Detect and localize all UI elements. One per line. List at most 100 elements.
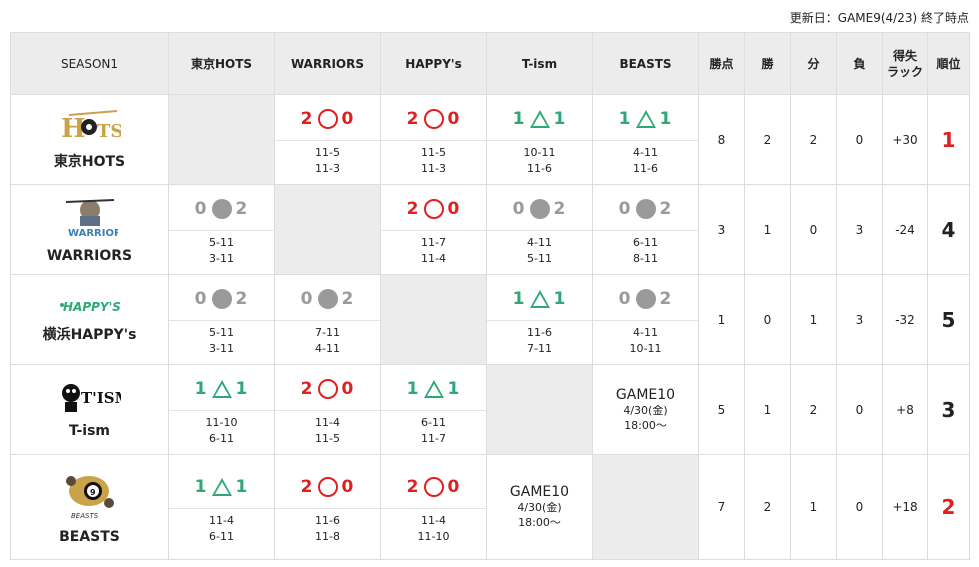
match-result-cell: 1 1 10-11 11-6 (486, 94, 593, 185)
col-header-warriors: WARRIORS (274, 32, 381, 95)
rank-header: 順位 (927, 32, 970, 95)
match-result-cell: 0 2 6-11 8-11 (592, 184, 699, 275)
set-score: 11-5 (315, 146, 340, 159)
loss-dot-icon (211, 289, 232, 309)
set-score: 11-4 (421, 252, 446, 265)
set-score: 11-8 (315, 529, 340, 543)
sets-won: 2 (406, 109, 420, 129)
win-circle-icon (423, 199, 444, 219)
sets-won: 1 (406, 379, 420, 399)
beasts-logo-icon: 9 BEASTS (11, 469, 168, 525)
wins-value: 1 (744, 184, 791, 275)
set-scores: 11-5 11-3 (381, 141, 486, 181)
sets-lost: 1 (553, 289, 567, 309)
match-result-cell: 0 2 7-11 4-11 (274, 274, 381, 365)
sets-won: 2 (300, 379, 314, 399)
team-row: T'ISMT-ism1111-106-112011-411-5116-1111-… (10, 364, 970, 455)
match-result-cell: 2 0 11-4 11-5 (274, 364, 381, 455)
set-scores: 11-4 11-5 (275, 411, 380, 451)
draw-triangle-icon (635, 110, 656, 128)
set-score: 5-11 (209, 326, 234, 339)
losses-value: 0 (836, 454, 883, 560)
win-circle-icon (423, 109, 444, 129)
svg-text:TS: TS (97, 121, 121, 142)
sets-won: 1 (618, 109, 632, 129)
sets-lost: 1 (659, 109, 673, 129)
team-row: HAPPY'S 横浜HAPPY's 0 2 5-11 3-11 0 2 7-11 4-11 1 1 11… (10, 274, 970, 365)
points-value: 3 (698, 184, 745, 275)
set-score: 6-11 (421, 416, 446, 429)
set-scores: 4-11 11-6 (593, 141, 698, 181)
set-score: 3-11 (209, 252, 234, 265)
sets-lost: 2 (235, 289, 249, 309)
svg-text:WARRIORS: WARRIORS (68, 228, 118, 239)
rank-value: 2 (927, 454, 970, 560)
set-scores: 11-4 6-11 (169, 509, 274, 549)
wins-header: 勝 (744, 32, 791, 95)
losses-header: 負 (836, 32, 883, 95)
match-result-cell: 1 1 11-10 6-11 (168, 364, 275, 455)
set-score: 7-11 (315, 326, 340, 339)
losses-value: 3 (836, 274, 883, 365)
match-result-cell: 2 0 11-5 11-3 (274, 94, 381, 185)
upcoming-game: GAME10 (509, 484, 570, 500)
self-match-cell (168, 94, 275, 185)
draws-value: 0 (790, 184, 837, 275)
set-score: 11-6 (315, 513, 340, 527)
set-score: 7-11 (527, 342, 552, 355)
set-score: 11-7 (421, 432, 446, 445)
team-name: WARRIORS (46, 247, 133, 264)
points-value: 5 (698, 364, 745, 455)
set-score: 11-4 (315, 416, 340, 429)
set-score: 4-11 (633, 326, 658, 339)
draws-value: 1 (790, 454, 837, 560)
set-score: 4-11 (633, 146, 658, 159)
sets-won: 1 (512, 289, 526, 309)
draw-triangle-icon (211, 380, 232, 398)
draws-header: 分 (790, 32, 837, 95)
updated-label: 更新日：GAME9(4/23) 終了時点 (789, 11, 969, 25)
losses-value: 0 (836, 94, 883, 185)
upcoming-game: GAME10 (615, 386, 676, 403)
col-header-happys: HAPPY's (380, 32, 487, 95)
draws-value: 2 (790, 94, 837, 185)
sets-lost: 0 (341, 109, 355, 129)
set-score: 4-11 (527, 236, 552, 249)
sets-lost: 2 (341, 289, 355, 309)
upcoming-time: 18:00〜 (624, 418, 667, 432)
sets-won: 0 (194, 289, 208, 309)
sets-lost: 0 (447, 109, 461, 129)
match-result-cell: 1 1 6-11 11-7 (380, 364, 487, 455)
set-scores: 10-11 11-6 (487, 141, 592, 181)
sets-won: 1 (194, 476, 208, 497)
upcoming-date: 4/30(金) (623, 403, 668, 417)
sets-lost: 0 (341, 379, 355, 399)
set-scores: 7-11 4-11 (275, 321, 380, 361)
hots-logo-icon: H TS (11, 109, 168, 147)
sets-won: 0 (512, 199, 526, 219)
sets-won: 2 (406, 199, 420, 219)
upcoming-time: 18:00〜 (518, 516, 561, 529)
svg-text:HAPPY'S: HAPPY'S (63, 300, 121, 314)
match-result-cell: 0 2 5-11 3-11 (168, 184, 275, 275)
set-score: 11-10 (205, 416, 238, 429)
draw-triangle-icon (423, 380, 444, 398)
points-value: 1 (698, 274, 745, 365)
season-header: SEASON1 (10, 32, 169, 95)
set-score: 5-11 (527, 252, 552, 265)
win-circle-icon (317, 476, 338, 497)
set-scores: 11-10 6-11 (169, 411, 274, 451)
team-name: 横浜HAPPY's (42, 326, 137, 343)
set-scores: 6-11 8-11 (593, 231, 698, 271)
